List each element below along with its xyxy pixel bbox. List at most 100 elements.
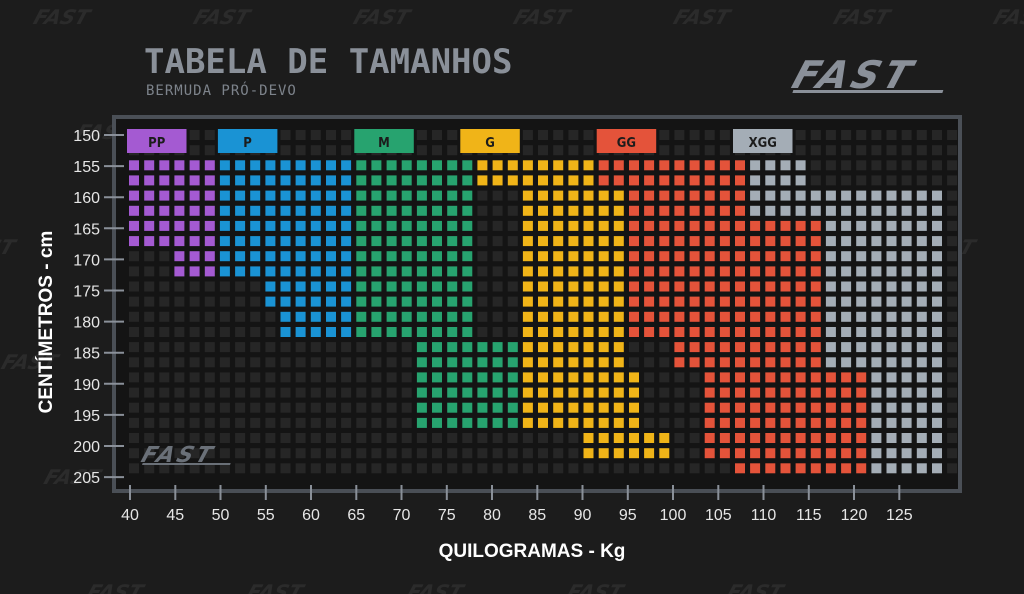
- cell-gg: [825, 372, 836, 383]
- cell-xgg: [765, 190, 776, 201]
- cell-gg: [780, 236, 791, 247]
- cell-empty: [219, 402, 230, 413]
- cell-gg: [644, 175, 655, 186]
- cell-xgg: [901, 402, 912, 413]
- cell-xgg: [916, 266, 927, 277]
- cell-p: [219, 236, 230, 247]
- cell-g: [598, 266, 609, 277]
- cell-pp: [129, 160, 139, 171]
- cell-xgg: [856, 296, 867, 307]
- cell-empty: [265, 417, 276, 428]
- cell-gg: [689, 251, 700, 262]
- cell-gg: [856, 463, 867, 474]
- cell-empty: [538, 448, 548, 459]
- cell-g: [522, 251, 533, 262]
- cell-m: [432, 417, 442, 428]
- cell-xgg: [750, 175, 761, 186]
- cell-g: [613, 372, 624, 383]
- cell-gg: [750, 311, 761, 322]
- cell-gg: [689, 327, 700, 337]
- cell-gg: [750, 433, 761, 443]
- cell-empty: [219, 387, 230, 398]
- cell-empty: [326, 417, 336, 428]
- cell-m: [492, 357, 503, 368]
- cell-xgg: [916, 220, 927, 231]
- cell-empty: [871, 145, 882, 156]
- cell-xgg: [871, 296, 882, 307]
- cell-g: [644, 448, 655, 459]
- cell-gg: [719, 220, 730, 231]
- cell-g: [598, 372, 609, 383]
- cell-g: [553, 357, 564, 368]
- inner-brand-logo-text: FAST: [138, 443, 218, 468]
- cell-gg: [795, 220, 806, 231]
- cell-empty: [507, 220, 518, 231]
- cell-gg: [750, 372, 761, 383]
- cell-g: [492, 160, 503, 171]
- cell-empty: [310, 357, 321, 368]
- y-tick-label: 170: [73, 252, 100, 269]
- watermark-logo: FAST: [511, 5, 575, 28]
- cell-p: [310, 220, 321, 231]
- cell-empty: [689, 402, 700, 413]
- cell-g: [538, 160, 548, 171]
- cell-empty: [538, 130, 548, 140]
- cell-xgg: [856, 357, 867, 368]
- cell-gg: [704, 327, 715, 337]
- cell-gg: [780, 463, 791, 474]
- cell-xgg: [932, 327, 942, 337]
- cell-g: [538, 220, 548, 231]
- cell-g: [613, 357, 624, 368]
- cell-p: [295, 205, 306, 216]
- cell-pp: [189, 236, 200, 247]
- cell-gg: [750, 417, 761, 428]
- cell-gg: [735, 190, 745, 201]
- cell-gg: [765, 311, 776, 322]
- cell-gg: [780, 372, 791, 383]
- cell-m: [462, 205, 473, 216]
- cell-g: [613, 205, 624, 216]
- cell-empty: [447, 463, 458, 474]
- cell-g: [568, 220, 579, 231]
- cell-empty: [886, 160, 897, 171]
- cell-p: [295, 281, 306, 292]
- cell-g: [583, 205, 594, 216]
- cell-g: [583, 402, 594, 413]
- cell-empty: [553, 130, 564, 140]
- cell-empty: [629, 357, 639, 368]
- cell-empty: [280, 448, 291, 459]
- cell-gg: [674, 160, 685, 171]
- cell-gg: [629, 251, 639, 262]
- cell-empty: [219, 311, 230, 322]
- cell-g: [583, 281, 594, 292]
- cell-empty: [174, 433, 185, 443]
- cell-g: [583, 327, 594, 337]
- cell-g: [568, 205, 579, 216]
- cell-gg: [856, 417, 867, 428]
- cell-gg: [719, 402, 730, 413]
- y-axis-label: CENTÍMETROS - cm: [35, 231, 57, 414]
- cell-g: [522, 417, 533, 428]
- cell-gg: [689, 281, 700, 292]
- cell-xgg: [871, 266, 882, 277]
- cell-xgg: [916, 311, 927, 322]
- cell-p: [280, 220, 291, 231]
- cell-gg: [780, 433, 791, 443]
- cell-xgg: [750, 160, 761, 171]
- cell-empty: [507, 266, 518, 277]
- cell-empty: [947, 342, 958, 353]
- cell-empty: [947, 402, 958, 413]
- cell-empty: [341, 463, 352, 474]
- cell-pp: [189, 160, 200, 171]
- cell-g: [583, 342, 594, 353]
- cell-xgg: [841, 190, 852, 201]
- cell-p: [310, 205, 321, 216]
- cell-empty: [174, 357, 185, 368]
- cell-pp: [144, 175, 155, 186]
- cell-pp: [159, 160, 170, 171]
- cell-empty: [295, 342, 306, 353]
- cell-g: [553, 236, 564, 247]
- cell-empty: [189, 448, 200, 459]
- cell-gg: [735, 220, 745, 231]
- cell-empty: [144, 327, 155, 337]
